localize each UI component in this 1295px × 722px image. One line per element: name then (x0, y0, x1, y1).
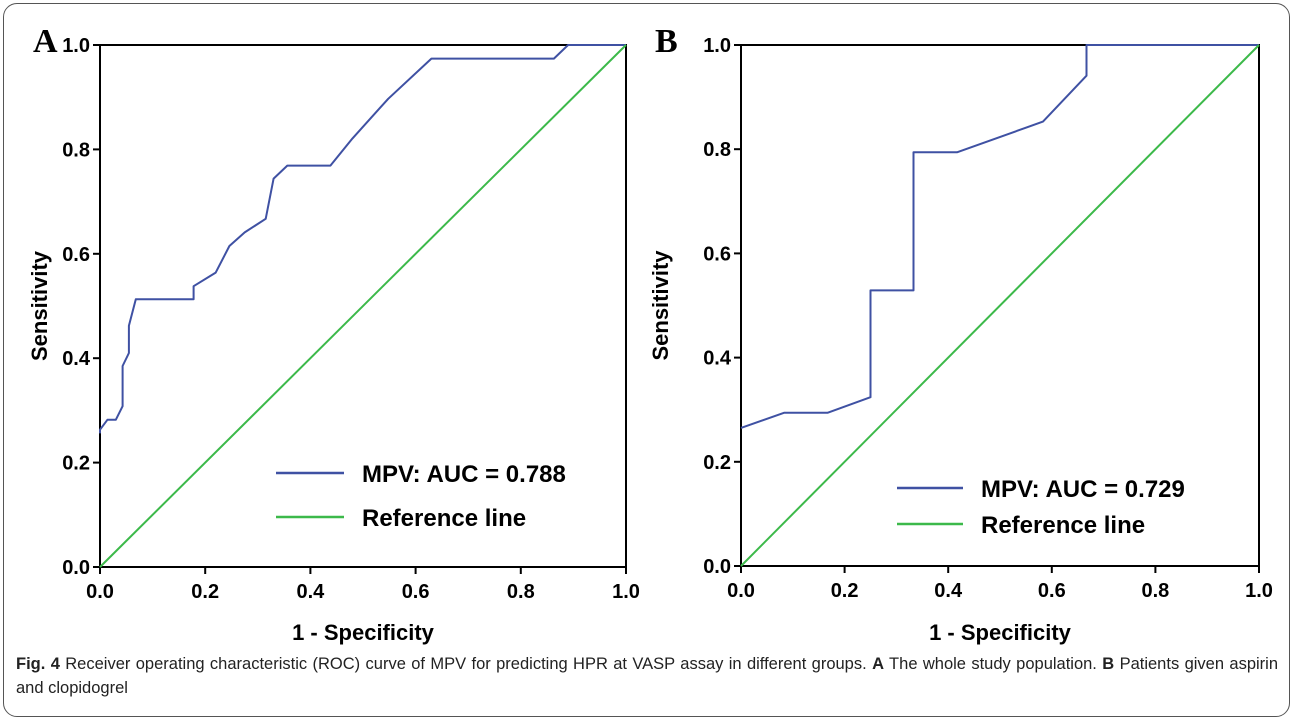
panel-a-legend-label-curve: MPV: AUC = 0.788 (362, 461, 566, 488)
panel-a-y-tick-label: 0.2 (62, 453, 90, 475)
panel-b-x-tick-label: 0.8 (1141, 580, 1169, 602)
panel-a-letter: A (33, 23, 58, 60)
panel-b-y-tick-label: 1.0 (703, 35, 731, 57)
panel-b-x-tick-label: 0.0 (727, 580, 755, 602)
panel-b-x-axis-title: 1 - Specificity (929, 620, 1072, 645)
panel-a-x-tick-label: 0.4 (296, 581, 325, 603)
panel-a-x-tick-label: 0.8 (507, 581, 535, 603)
panel-a-x-tick-label: 0.2 (191, 581, 219, 603)
caption-part-a-label: A (872, 655, 884, 673)
panel-a-y-tick-label: 0.8 (62, 139, 90, 161)
panel-b-y-tick-label: 0.8 (703, 139, 731, 161)
figure-caption: Fig. 4 Receiver operating characteristic… (16, 652, 1278, 700)
panel-b-chart: B 0.0 0.2 0.4 0.6 0.8 1.0 0.0 0.2 0.4 0.6 0.8 1.0 1 -… (648, 23, 1273, 645)
panel-b-roc-curve (740, 44, 1259, 429)
panel-b-letter: B (655, 23, 678, 60)
panel-a-roc-curve (99, 44, 626, 434)
panel-a-x-tick-label: 1.0 (612, 581, 640, 603)
panel-b-legend-label-curve: MPV: AUC = 0.729 (981, 476, 1185, 503)
panel-a-y-tick-label: 0.0 (62, 557, 90, 579)
panel-b-y-tick-label: 0.6 (703, 243, 731, 265)
panel-b-y-tick-label: 0.2 (703, 452, 731, 474)
panel-b-plot-frame (740, 44, 1260, 567)
panel-a-x-tick-label: 0.6 (402, 581, 430, 603)
panel-b-x-tick-label: 0.2 (831, 580, 859, 602)
caption-part-b-label: B (1102, 655, 1115, 673)
panel-b-y-axis-title: Sensitivity (648, 250, 673, 361)
panel-b-x-tick-label: 1.0 (1245, 580, 1273, 602)
panel-b-y-tick-label: 0.4 (703, 348, 732, 370)
panel-a-plot-frame (99, 44, 627, 568)
panel-b-x-tick-label: 0.6 (1038, 580, 1066, 602)
panel-a-legend-label-reference: Reference line (362, 505, 526, 532)
panel-a-x-axis-title: 1 - Specificity (292, 620, 435, 645)
roc-figure: A 0.0 0.2 0.4 0.6 0.8 1.0 0.0 0.2 0.4 0.6 0.8 1.0 1 -… (27, 23, 1273, 645)
panel-b-y-tick-label: 0.0 (703, 556, 731, 578)
panel-a-y-tick-label: 0.6 (62, 244, 90, 266)
panel-a-reference-line (99, 44, 627, 568)
panel-b-legend-label-reference: Reference line (981, 512, 1145, 539)
panel-a-y-tick-label: 1.0 (62, 35, 90, 57)
caption-text: Receiver operating characteristic (ROC) … (59, 655, 873, 673)
panel-b-reference-line (740, 44, 1260, 567)
panel-b-x-tick-label: 0.4 (934, 580, 963, 602)
caption-part-a-text: The whole study population. (883, 655, 1103, 673)
panel-a-chart: A 0.0 0.2 0.4 0.6 0.8 1.0 0.0 0.2 0.4 0.6 0.8 1.0 1 -… (27, 23, 640, 645)
panel-a-x-tick-label: 0.0 (86, 581, 114, 603)
panel-a-y-tick-label: 0.4 (62, 348, 91, 370)
figure-frame (3, 3, 1290, 717)
panel-a-y-axis-title: Sensitivity (27, 250, 52, 361)
caption-figure-label: Fig. 4 (16, 655, 60, 673)
caption-part-b-text: Patients given aspirin and clopidogrel (16, 655, 1278, 697)
